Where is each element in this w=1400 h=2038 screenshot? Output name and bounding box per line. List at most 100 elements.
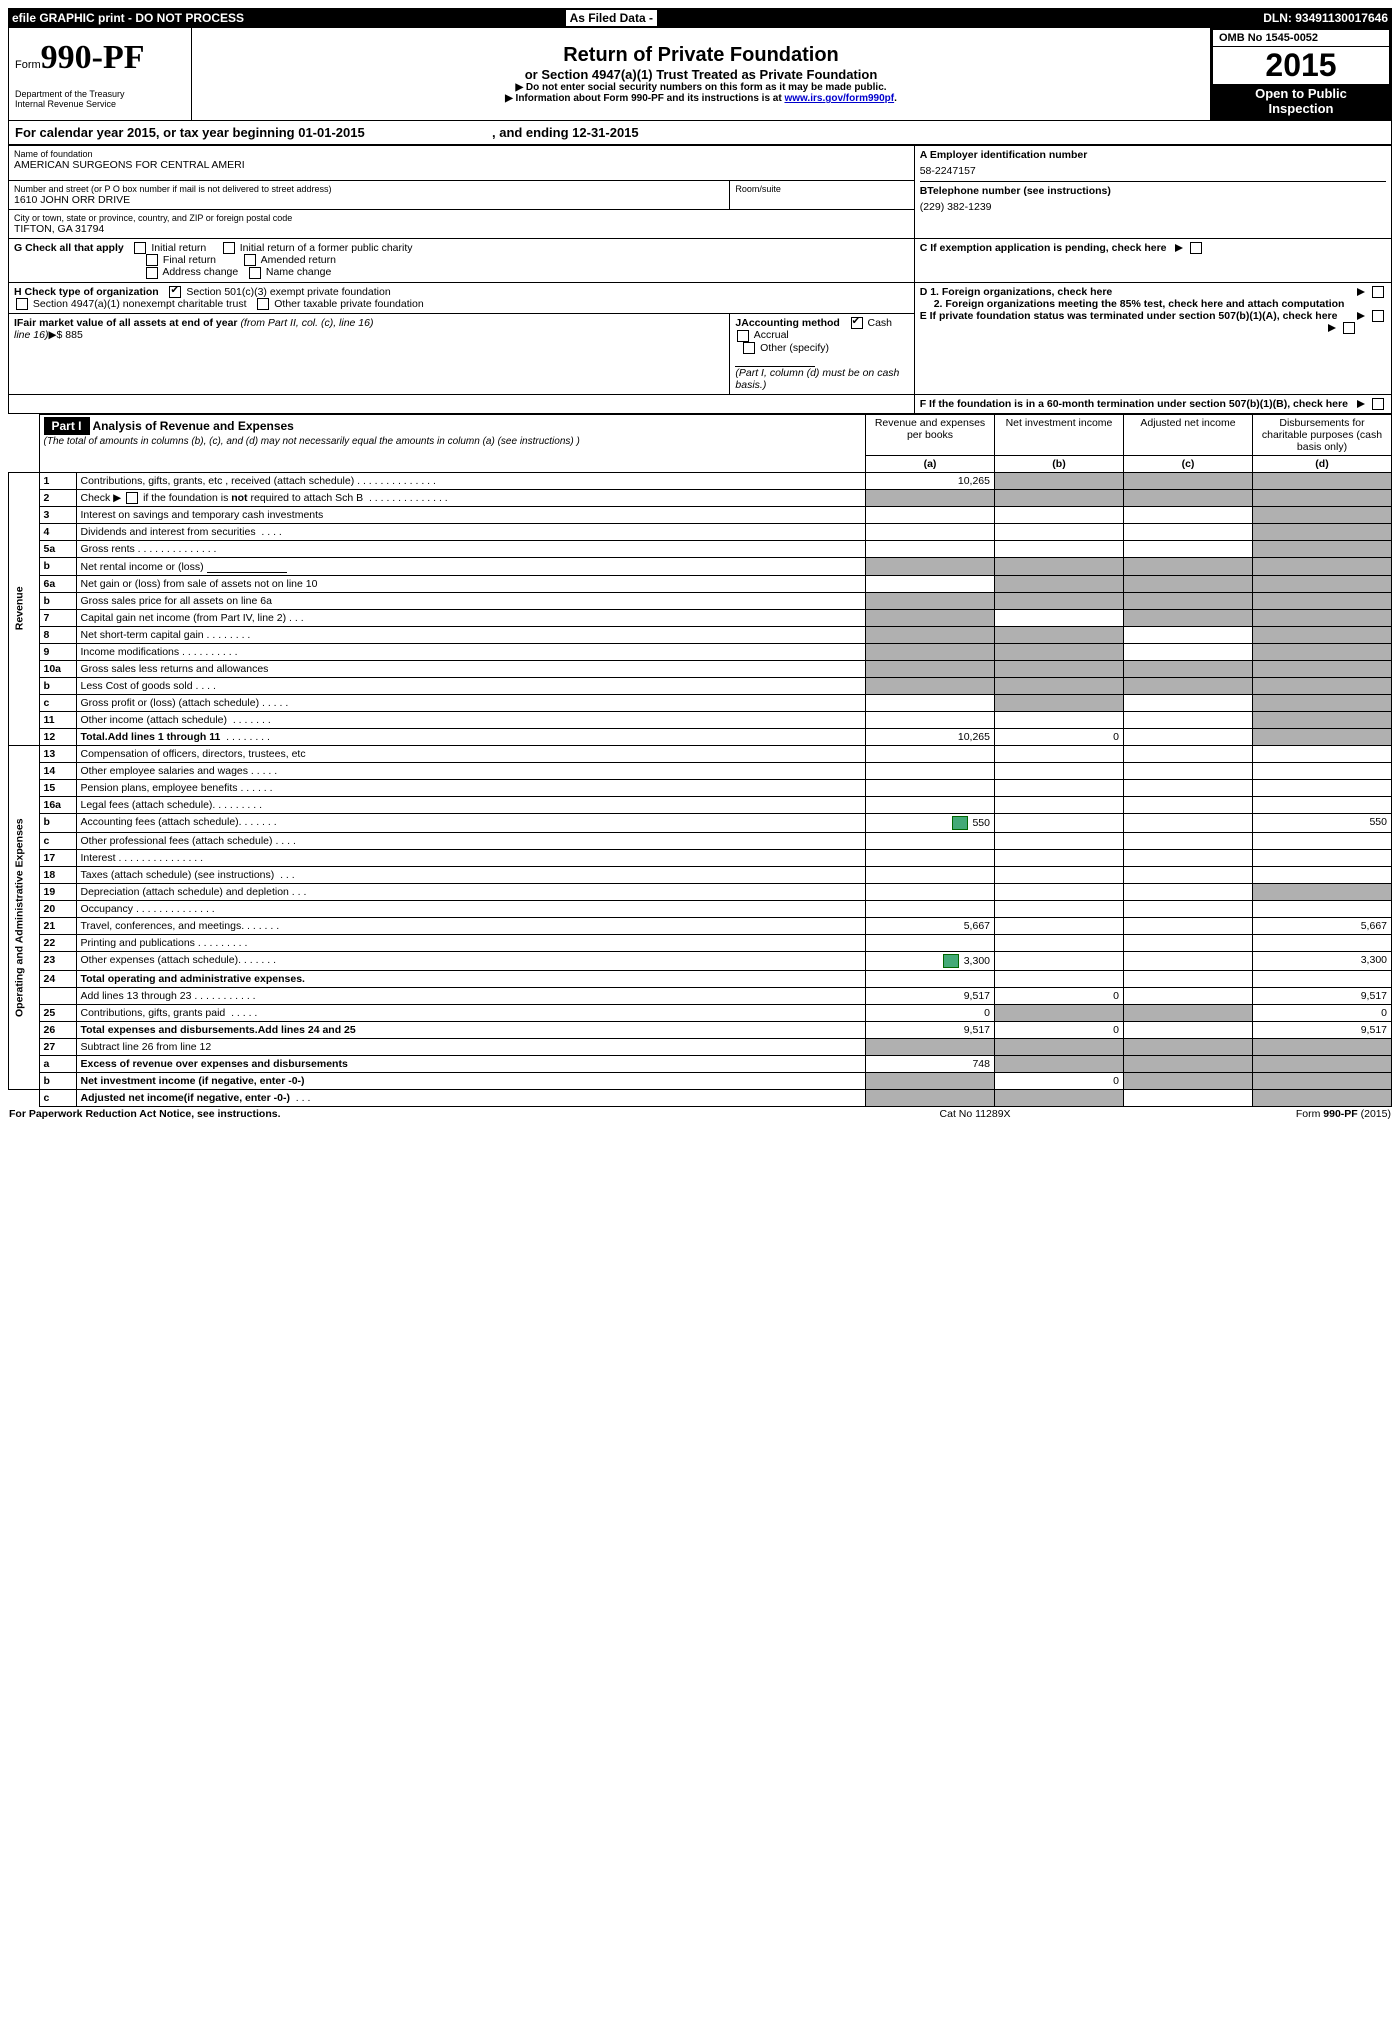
j-note: (Part I, column (d) must be on cash basi… [735, 367, 899, 391]
j-other-blank[interactable] [735, 354, 815, 367]
line-21-d: 5,667 [1253, 918, 1392, 935]
line-9-desc: Income modifications [81, 646, 180, 658]
line-17-desc: Interest [81, 852, 116, 864]
line-27c-desc: Adjusted net income(if negative, enter -… [81, 1092, 290, 1104]
cal-year-b: , and ending 12-31-2015 [492, 125, 639, 140]
line-6a-no: 6a [39, 576, 76, 593]
g-opt-3: Amended return [261, 254, 336, 266]
line-5a-no: 5a [39, 541, 76, 558]
form-subtitle: or Section 4947(a)(1) Trust Treated as P… [200, 67, 1202, 82]
line-5a-desc: Gross rents [81, 543, 135, 555]
e-label: E If private foundation status was termi… [920, 310, 1338, 322]
line-27b-no: b [39, 1073, 76, 1090]
line-27a-a: 748 [866, 1056, 995, 1073]
col-d-label: Disbursements for charitable purposes (c… [1262, 417, 1382, 453]
h-opt-1: Section 501(c)(3) exempt private foundat… [186, 286, 390, 298]
line-1-desc: Contributions, gifts, grants, etc , rece… [81, 475, 355, 487]
j-accrual-checkbox[interactable] [737, 330, 749, 342]
j-label: JAccounting method [735, 317, 839, 329]
arrow-icon [1175, 244, 1183, 252]
line-23-d: 3,300 [1253, 952, 1392, 971]
g-amended-checkbox[interactable] [244, 254, 256, 266]
line-11-desc: Other income (attach schedule) [81, 714, 228, 726]
g-final-checkbox[interactable] [146, 254, 158, 266]
col-c-label: Adjusted net income [1140, 417, 1235, 429]
h-opt-2: Section 4947(a)(1) nonexempt charitable … [33, 298, 247, 310]
line-15-no: 15 [39, 780, 76, 797]
line-5b-blank[interactable] [207, 560, 287, 573]
form-note-2b: . [894, 93, 897, 104]
g-address-checkbox[interactable] [146, 267, 158, 279]
c-label: C If exemption application is pending, c… [920, 242, 1167, 254]
phone-value: (229) 382-1239 [920, 197, 1386, 217]
line-12-no: 12 [39, 729, 76, 746]
line-22-no: 22 [39, 935, 76, 952]
dln-value: 93491130017646 [1295, 11, 1388, 25]
g-initial-former-checkbox[interactable] [223, 242, 235, 254]
i-arrow: ▶$ [48, 329, 62, 341]
line-9-no: 9 [39, 644, 76, 661]
col-c: (c) [1182, 458, 1195, 470]
h-4947-checkbox[interactable] [16, 298, 28, 310]
line-10b-no: b [39, 678, 76, 695]
line-23-no: 23 [39, 952, 76, 971]
c-checkbox[interactable] [1190, 242, 1202, 254]
line-27-desc: Subtract line 26 from line 12 [76, 1039, 866, 1056]
form-note-2a: ▶ Information about Form 990-PF and its … [505, 93, 784, 104]
as-filed-label: As Filed Data - [566, 10, 657, 26]
arrow-icon [1357, 312, 1365, 320]
d1-checkbox[interactable] [1372, 286, 1384, 298]
line-16b-a: 550 [972, 817, 990, 829]
line-16a-desc: Legal fees (attach schedule). [81, 799, 216, 811]
i-label: IFair market value of all assets at end … [14, 317, 240, 329]
g-initial-checkbox[interactable] [134, 242, 146, 254]
j-cash-checkbox[interactable] [851, 317, 863, 329]
i-ital: (from Part II, col. (c), line 16) [240, 317, 373, 329]
f-label: F If the foundation is in a 60-month ter… [920, 398, 1348, 410]
line-3-desc: Interest on savings and temporary cash i… [76, 507, 866, 524]
line-24-desc: Total operating and administrative expen… [81, 973, 305, 985]
j-other-checkbox[interactable] [743, 342, 755, 354]
line-18-desc: Taxes (attach schedule) (see instruction… [81, 869, 275, 881]
f-checkbox[interactable] [1372, 398, 1384, 410]
d2-checkbox[interactable] [1372, 310, 1384, 322]
top-bar: efile GRAPHIC print - DO NOT PROCESS As … [8, 8, 1392, 28]
j-accrual: Accrual [754, 329, 789, 341]
i-value: 885 [62, 329, 82, 341]
public-2: Inspection [1268, 101, 1333, 116]
form-title: Return of Private Foundation [200, 44, 1202, 67]
d1-label: D 1. Foreign organizations, check here [920, 286, 1113, 298]
line-12-desc: Total.Add lines 1 through 11 [81, 731, 221, 743]
cal-year-a: For calendar year 2015, or tax year begi… [15, 125, 365, 140]
revenue-label: Revenue [9, 472, 40, 745]
line-10b-desc: Less Cost of goods sold [81, 680, 193, 692]
line-24b-d: 9,517 [1253, 988, 1392, 1005]
line-6a-desc: Net gain or (loss) from sale of assets n… [76, 576, 866, 593]
line-7-desc: Capital gain net income (from Part IV, l… [81, 612, 287, 624]
addr-value: 1610 JOHN ORR DRIVE [14, 194, 724, 206]
form-note-1: ▶ Do not enter social security numbers o… [200, 82, 1202, 93]
line-22-desc: Printing and publications [81, 937, 195, 949]
part1-desc: (The total of amounts in columns (b), (c… [44, 436, 580, 447]
g-name-checkbox[interactable] [249, 267, 261, 279]
efile-label: efile GRAPHIC print - DO NOT PROCESS [12, 11, 244, 25]
g-label: G Check all that apply [14, 242, 124, 254]
h-label: H Check type of organization [14, 286, 159, 298]
irs-link[interactable]: www.irs.gov/form990pf [784, 93, 894, 104]
line-26-d: 9,517 [1253, 1022, 1392, 1039]
line-20-desc: Occupancy [81, 903, 134, 915]
line-24b-desc: Add lines 13 through 23 [81, 990, 192, 1002]
line-16a-no: 16a [39, 797, 76, 814]
g-opt-2: Final return [163, 254, 216, 266]
e-checkbox[interactable] [1343, 322, 1355, 334]
line-2-checkbox[interactable] [126, 492, 138, 504]
line-26-no: 26 [39, 1022, 76, 1039]
line-16b-no: b [39, 814, 76, 833]
attachment-icon[interactable] [943, 954, 959, 968]
attachment-icon[interactable] [952, 816, 968, 830]
col-b-label: Net investment income [1006, 417, 1113, 429]
h-501c3-checkbox[interactable] [169, 286, 181, 298]
d2-label: 2. Foreign organizations meeting the 85%… [934, 298, 1345, 310]
h-other-checkbox[interactable] [257, 298, 269, 310]
city-value: TIFTON, GA 31794 [14, 223, 909, 235]
